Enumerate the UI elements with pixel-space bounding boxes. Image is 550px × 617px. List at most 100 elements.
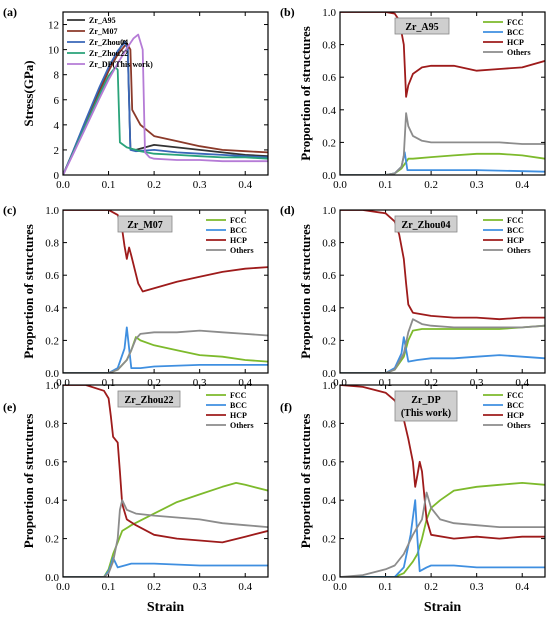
series-line-fcc <box>63 336 268 373</box>
series-line-others <box>340 112 545 175</box>
series-line-bcc <box>63 556 268 577</box>
y-axis-label: Proportion of structures <box>21 224 36 359</box>
legend-label: FCC <box>507 18 524 27</box>
x-tick-label: 0.3 <box>470 581 484 593</box>
plot-frame <box>339 11 546 176</box>
badge-box <box>394 17 450 35</box>
y-tick-label: 1.0 <box>45 205 59 217</box>
series-line-fcc <box>340 482 545 577</box>
x-tick-label: 0.4 <box>238 179 252 191</box>
y-tick-label: 10 <box>48 45 60 57</box>
badge-box <box>117 215 173 233</box>
y-tick-label: 0.8 <box>45 238 59 250</box>
y-axis-label: Proportion of structures <box>298 26 313 161</box>
y-tick-label: 0.0 <box>322 572 336 584</box>
y-tick-label: 0.6 <box>45 457 59 469</box>
legend-label: Zr_M07 <box>89 27 117 36</box>
x-tick-label: 0.0 <box>56 377 70 389</box>
y-tick-label: 0.2 <box>45 534 59 546</box>
y-tick-label: 1.0 <box>322 205 336 217</box>
x-tick-label: 0.3 <box>193 581 207 593</box>
series-line-others <box>63 499 268 577</box>
series-group <box>63 385 268 577</box>
legend-label: BCC <box>507 401 524 410</box>
y-tick-label: 1.0 <box>322 380 336 392</box>
legend-label: BCC <box>507 28 524 37</box>
plot-frame <box>62 11 269 176</box>
series-group <box>340 385 545 577</box>
legend-label: BCC <box>230 401 247 410</box>
series-group <box>63 210 268 373</box>
y-tick-label: 0.8 <box>45 418 59 430</box>
panel-b: (b) 0.0 0.1 0.2 0.3 0.4 0.0 0.2 0.4 0.6 0.8 1.0 Prop… <box>280 5 546 191</box>
y-tick-label: 8 <box>54 70 60 82</box>
legend-label: Zr_Zhou22 <box>89 49 128 58</box>
x-tick-label: 0.4 <box>238 581 252 593</box>
y-axis-label: Proportion of structures <box>298 414 313 549</box>
badge-text: (This work) <box>401 408 451 419</box>
legend-label: Zr_A95 <box>89 16 116 25</box>
x-tick-label: 0.1 <box>102 179 116 191</box>
x-tick-label: 0.2 <box>424 377 438 389</box>
x-tick-label: 0.1 <box>102 377 116 389</box>
series-line-others <box>340 318 545 373</box>
y-tick-label: 0.0 <box>45 572 59 584</box>
badge-text: Zr_DP <box>411 395 440 406</box>
legend-label: Others <box>230 421 254 430</box>
series-group <box>63 33 268 175</box>
y-tick-label: 12 <box>48 20 59 32</box>
y-tick-label: 0.4 <box>45 495 59 507</box>
badge-text: Zr_Zhou22 <box>125 395 174 406</box>
badge-box <box>117 390 181 408</box>
panel-f: (f) 0.0 0.1 0.2 0.3 0.4 0.0 0.2 0.4 0.6 0.8 1.0 Prop… <box>280 380 546 615</box>
series-line-hcp <box>340 12 545 98</box>
legend-label: Others <box>507 48 531 57</box>
legend-label: HCP <box>507 411 524 420</box>
y-tick-label: 0.0 <box>45 368 59 380</box>
y-tick-label: 0.6 <box>45 270 59 282</box>
y-axis-label: Proportion of structures <box>298 224 313 359</box>
x-tick-label: 0.0 <box>56 179 70 191</box>
series-line-bcc <box>340 336 545 373</box>
legend-label: Others <box>507 421 531 430</box>
x-tick-label: 0.1 <box>102 581 116 593</box>
plot-frame <box>62 209 269 374</box>
x-axis-label: Strain <box>147 600 185 615</box>
legend-label: FCC <box>507 391 524 400</box>
y-tick-label: 0.0 <box>322 170 336 182</box>
y-tick-label: 1.0 <box>45 380 59 392</box>
legend-label: BCC <box>507 226 524 235</box>
panel-label: (e) <box>3 400 16 414</box>
series-line-fcc <box>63 482 268 577</box>
panel-label: (c) <box>3 203 16 217</box>
panel-label: (f) <box>280 400 292 414</box>
x-tick-label: 0.2 <box>147 179 161 191</box>
x-tick-label: 0.0 <box>333 179 347 191</box>
y-tick-label: 4 <box>54 120 60 132</box>
y-tick-label: 0.2 <box>322 534 336 546</box>
badge-text: Zr_Zhou04 <box>402 220 451 231</box>
y-tick-label: 0.8 <box>322 40 336 52</box>
legend-label: FCC <box>507 216 524 225</box>
y-tick-label: 0.6 <box>322 270 336 282</box>
x-tick-label: 0.3 <box>470 179 484 191</box>
panel-label: (a) <box>3 5 17 19</box>
series-line-bcc <box>340 499 545 577</box>
y-tick-label: 0.4 <box>322 303 336 315</box>
y-tick-label: 0.4 <box>45 303 59 315</box>
badge-box <box>394 215 458 233</box>
x-tick-label: 0.2 <box>147 581 161 593</box>
x-tick-label: 0.0 <box>333 581 347 593</box>
panel-d: (d)0.0 0.1 0.2 0.3 0.40.00.20.40.60.81.0Prop… <box>280 203 546 389</box>
legend-label: Others <box>507 246 531 255</box>
y-tick-label: 0.2 <box>322 335 336 347</box>
y-tick-label: 0.8 <box>322 238 336 250</box>
y-tick-label: 0.4 <box>322 105 336 117</box>
series-line-zr_zhou04 <box>63 41 268 175</box>
x-tick-label: 0.0 <box>56 581 70 593</box>
legend-label: HCP <box>230 411 247 420</box>
series-line-zr_dp <box>63 33 268 175</box>
x-tick-label: 0.1 <box>379 377 393 389</box>
series-line-hcp <box>340 210 545 321</box>
legend-label: Zr_Zhou04 <box>89 38 128 47</box>
